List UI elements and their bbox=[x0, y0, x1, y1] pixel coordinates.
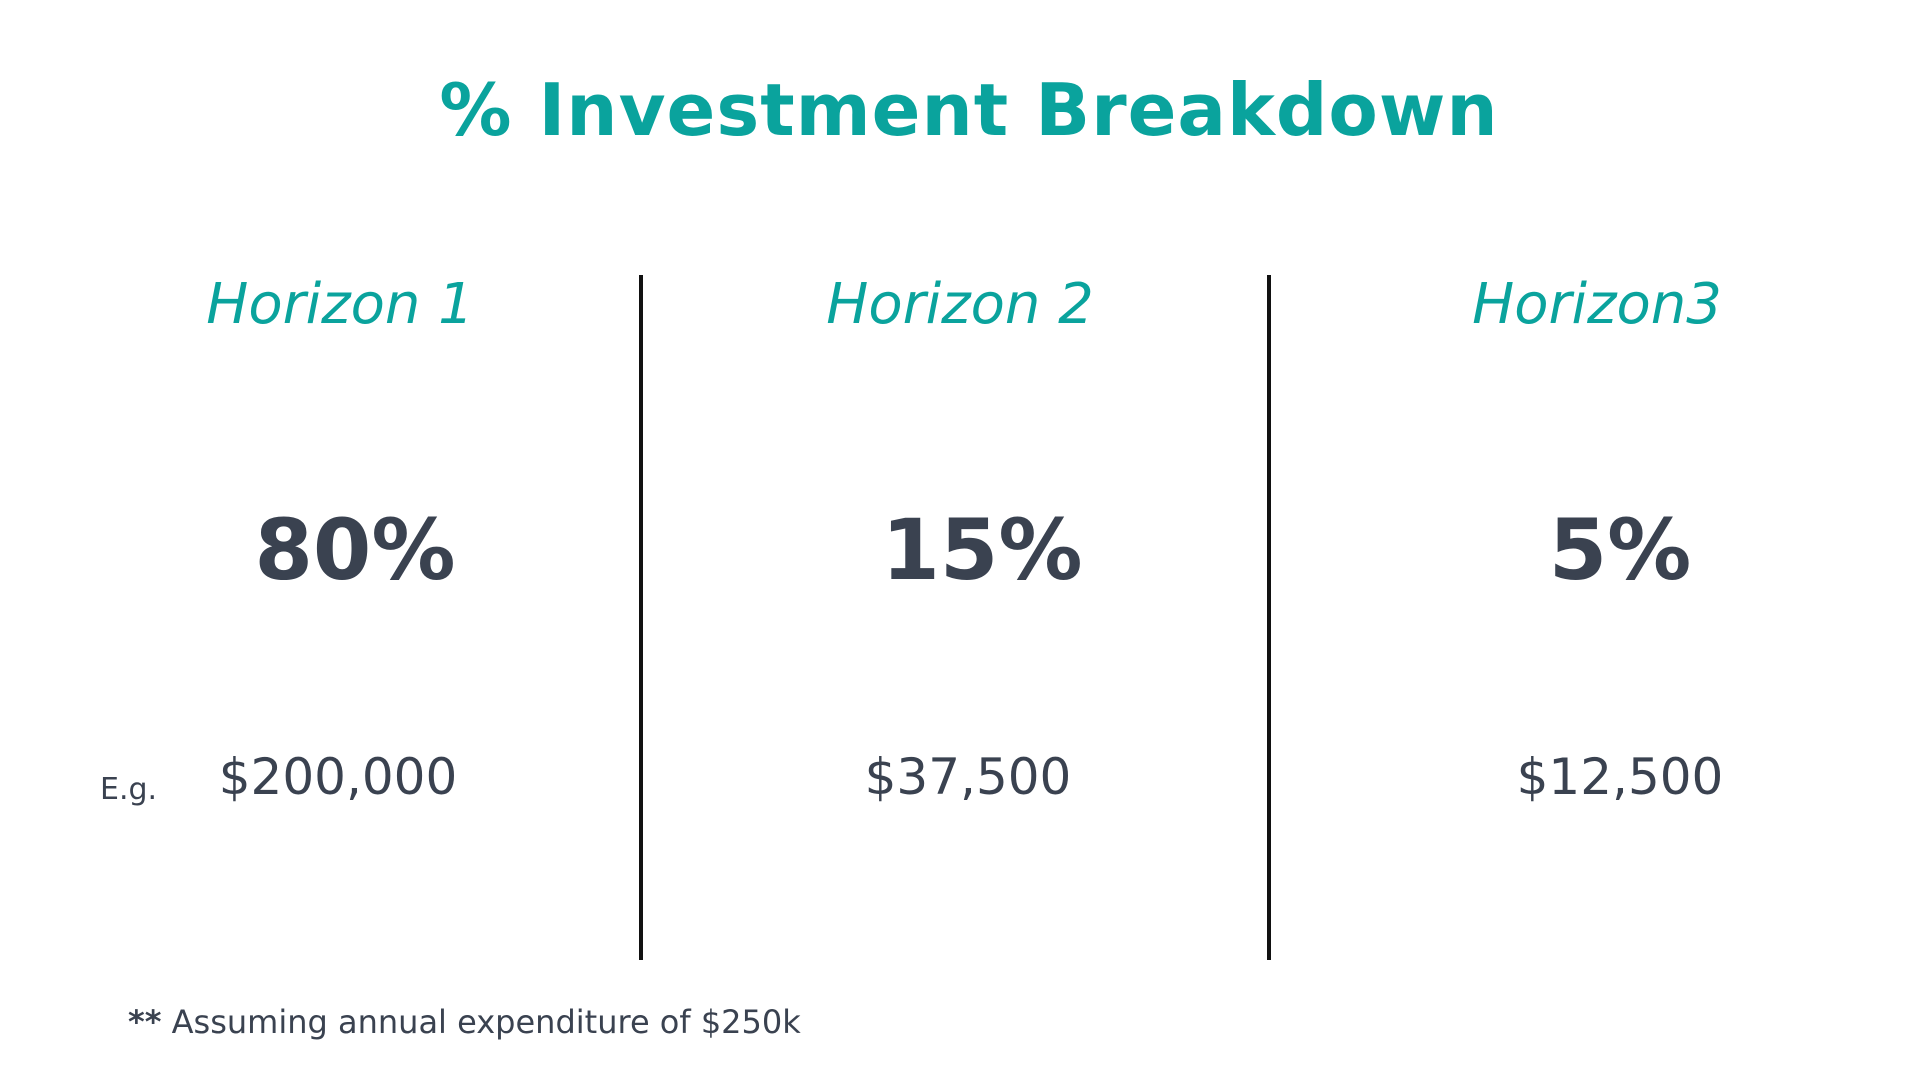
column-percent-horizon-3: 5% bbox=[1548, 501, 1692, 599]
column-heading-horizon-2: Horizon 2 bbox=[826, 272, 1094, 337]
column-amount-horizon-3: $12,500 bbox=[1516, 748, 1724, 806]
column-percent-horizon-2: 15% bbox=[881, 501, 1083, 599]
column-heading-horizon-3: Horizon3 bbox=[1472, 272, 1722, 337]
page-title: % Investment Breakdown bbox=[439, 68, 1499, 152]
column-amount-horizon-1: $200,000 bbox=[218, 748, 458, 806]
column-heading-horizon-1: Horizon 1 bbox=[206, 272, 474, 337]
footnote-marker: ** bbox=[128, 1003, 162, 1041]
footnote-text: Assuming annual expenditure of $250k bbox=[161, 1003, 801, 1041]
column-percent-horizon-1: 80% bbox=[254, 501, 456, 599]
footnote: ** Assuming annual expenditure of $250k bbox=[128, 1000, 801, 1044]
column-divider bbox=[639, 275, 643, 960]
example-label: E.g. bbox=[100, 772, 158, 807]
column-amount-horizon-2: $37,500 bbox=[864, 748, 1072, 806]
column-divider bbox=[1267, 275, 1271, 960]
